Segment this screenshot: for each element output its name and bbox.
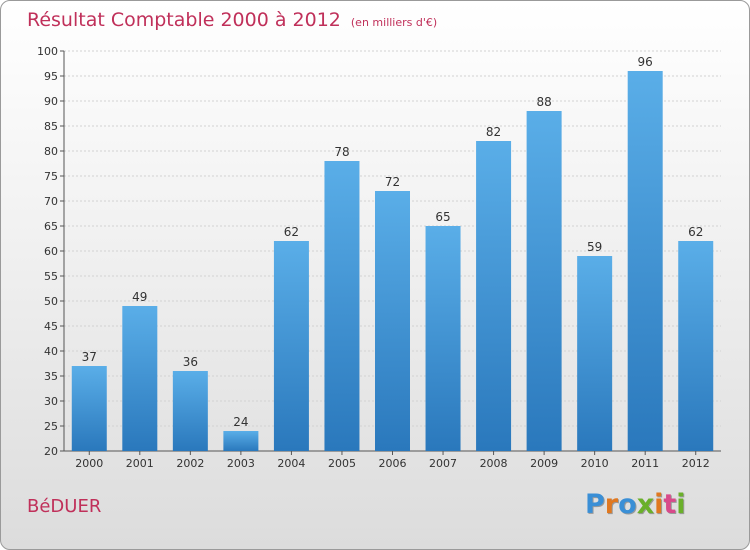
y-tick-label: 75	[44, 170, 58, 183]
y-tick-label: 70	[44, 195, 58, 208]
x-tick-label-2006: 2006	[379, 457, 407, 470]
y-tick-label: 85	[44, 120, 58, 133]
bar-value-label-2005: 78	[334, 145, 349, 159]
logo-letter: P	[585, 489, 605, 520]
x-tick-label-2012: 2012	[682, 457, 710, 470]
bar-2004	[273, 241, 309, 451]
y-tick-labels: 20 25 30 35 40 45 50 55 60 65 70 75 80 85 90 95 100	[37, 45, 58, 458]
y-tick-label: 100	[37, 45, 58, 58]
bar-value-label-2004: 62	[284, 225, 299, 239]
chart-title: Résultat Comptable 2000 à 2012 (en millie…	[27, 9, 437, 31]
bar-2001	[122, 306, 158, 451]
y-tick-label: 65	[44, 220, 58, 233]
x-tick-label-2005: 2005	[328, 457, 356, 470]
y-tick-label: 20	[44, 445, 58, 458]
logo-letter: i	[654, 489, 664, 520]
bar-2008	[476, 141, 512, 451]
logo-letter: x	[636, 489, 655, 520]
logo-letter: i	[676, 489, 686, 520]
place-name: BéDUER	[27, 496, 102, 517]
y-tick-label: 30	[44, 395, 58, 408]
bar-value-label-2012: 62	[688, 225, 703, 239]
chart-title-text: Résultat Comptable 2000 à 2012	[27, 9, 341, 31]
bar-value-label-2011: 96	[638, 55, 653, 69]
bar-value-label-2006: 72	[385, 175, 400, 189]
x-tick-label-2010: 2010	[581, 457, 609, 470]
bar-2002	[172, 371, 208, 451]
x-tick-label-2000: 2000	[75, 457, 103, 470]
bar-2000	[71, 366, 107, 451]
x-tick-labels: 2000 2001 2002 2003 2004 2005 2006 2007 2008 2009…	[75, 457, 709, 470]
y-tick-label: 50	[44, 295, 58, 308]
bar-value-label-2003: 24	[233, 415, 248, 429]
bar-value-label-2010: 59	[587, 240, 602, 254]
bar-2010	[577, 256, 613, 451]
logo-letter: r	[604, 489, 619, 520]
bars: 37 49 36 24 62 78 72 65 82 88 59 96 62	[71, 55, 714, 451]
x-tick-label-2007: 2007	[429, 457, 457, 470]
bar-2009	[526, 111, 562, 451]
y-tick-label: 60	[44, 245, 58, 258]
x-tick-label-2001: 2001	[126, 457, 154, 470]
bar-value-label-2007: 65	[435, 210, 450, 224]
x-tick-label-2002: 2002	[176, 457, 204, 470]
chart-subtitle: (en milliers d'€)	[350, 16, 438, 29]
bar-2005	[324, 161, 360, 451]
bar-2003	[223, 431, 259, 451]
x-tick-label-2009: 2009	[530, 457, 558, 470]
bar-value-label-2009: 88	[536, 95, 551, 109]
x-tick-label-2004: 2004	[277, 457, 305, 470]
x-tick-label-2008: 2008	[480, 457, 508, 470]
y-tick-label: 35	[44, 370, 58, 383]
bar-2012	[678, 241, 714, 451]
bar-value-label-2000: 37	[82, 350, 97, 364]
x-tick-label-2003: 2003	[227, 457, 255, 470]
x-tick-label-2011: 2011	[631, 457, 659, 470]
logo-letter: t	[663, 489, 677, 520]
proxiti-logo: Proxiti	[585, 489, 686, 520]
bar-value-label-2002: 36	[183, 355, 198, 369]
y-tick-label: 95	[44, 70, 58, 83]
y-tick-label: 55	[44, 270, 58, 283]
bar-2006	[375, 191, 410, 451]
bar-2011	[627, 71, 663, 451]
bar-value-label-2001: 49	[132, 290, 147, 304]
y-tick-label: 40	[44, 345, 58, 358]
y-tick-label: 80	[44, 145, 58, 158]
y-tick-label: 45	[44, 320, 58, 333]
bar-2007	[425, 226, 461, 451]
logo-letter: o	[618, 489, 637, 520]
bar-value-label-2008: 82	[486, 125, 501, 139]
y-tick-label: 25	[44, 420, 58, 433]
y-tick-label: 90	[44, 95, 58, 108]
